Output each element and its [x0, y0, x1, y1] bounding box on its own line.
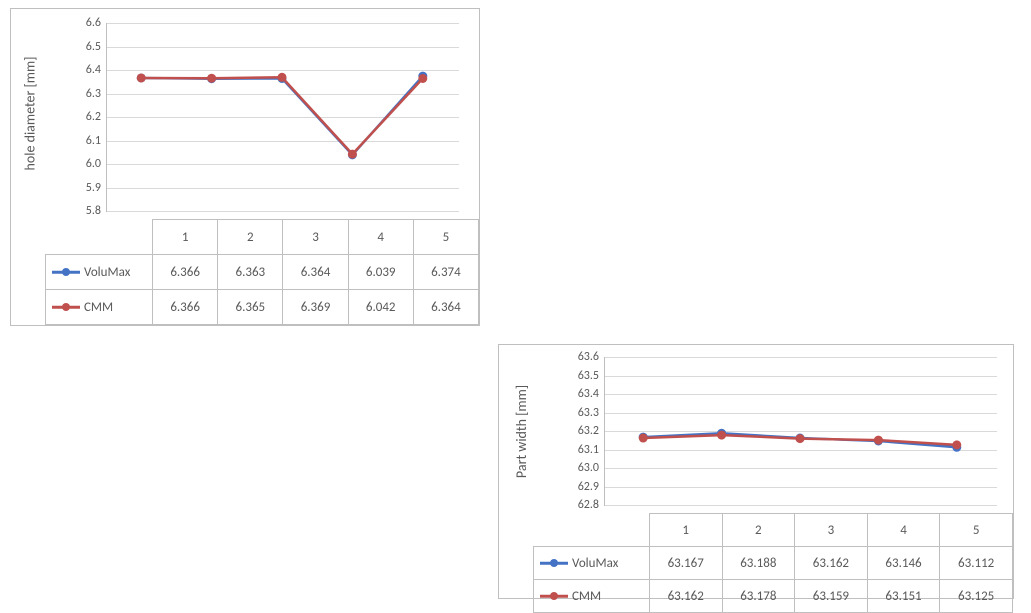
legend-cell: VoluMax [534, 547, 650, 580]
y-tick-label: 5.8 [86, 204, 101, 218]
table-category-header: 5 [413, 220, 478, 255]
series-marker [639, 434, 648, 443]
y-tick-label: 6.4 [86, 63, 101, 77]
grid-line [605, 505, 997, 506]
series-line [141, 76, 423, 155]
y-tick-label: 62.8 [578, 498, 599, 512]
table-category-header: 5 [940, 514, 1013, 547]
legend-label: VoluMax [84, 265, 130, 280]
table-value-cell: 63.178 [722, 580, 795, 613]
legend-swatch [540, 557, 568, 569]
y-tick-label: 63.5 [578, 369, 599, 383]
legend-swatch [52, 301, 80, 313]
table-value-cell: 6.366 [153, 255, 218, 290]
legend-swatch [52, 266, 80, 278]
y-tick-label: 6.0 [86, 157, 101, 171]
y-tick-label: 63.4 [578, 387, 599, 401]
legend-label: VoluMax [572, 556, 618, 571]
table-category-header: 1 [649, 514, 722, 547]
table-value-cell: 63.188 [722, 547, 795, 580]
legend-swatch [540, 590, 568, 602]
table-value-cell: 6.365 [218, 290, 283, 325]
table-value-cell: 6.364 [283, 255, 348, 290]
chart-part-width: Part width [mm] 62.8 62.9 63.0 63.1 63.2 63.3… [498, 344, 1014, 599]
legend-cell: CMM [534, 580, 650, 613]
legend-cell: VoluMax [46, 255, 153, 290]
series-marker [796, 434, 805, 443]
series-marker [418, 74, 427, 83]
y-tick-label: 63.1 [578, 443, 599, 457]
y-tick-label: 62.9 [578, 480, 599, 494]
legend-label: CMM [84, 300, 113, 315]
y-tick-label: 63.6 [578, 350, 599, 364]
y-axis-label: hole diameter [mm] [21, 57, 38, 171]
data-table: 12345VoluMax6.3666.3636.3646.0396.374CMM… [45, 219, 479, 325]
table-value-cell: 63.112 [940, 547, 1013, 580]
y-tick-label: 63.3 [578, 406, 599, 420]
table-empty-cell [46, 220, 153, 255]
y-axis-label: Part width [mm] [513, 385, 530, 478]
table-value-cell: 63.162 [795, 547, 868, 580]
series-marker [278, 73, 287, 82]
y-tick-label: 6.5 [86, 40, 101, 54]
table-category-header: 3 [283, 220, 348, 255]
table-value-cell: 63.146 [867, 547, 940, 580]
y-tick-label: 63.2 [578, 424, 599, 438]
chart-lines [604, 357, 996, 505]
table-value-cell: 6.374 [413, 255, 478, 290]
table-category-header: 2 [218, 220, 283, 255]
table-category-header: 2 [722, 514, 795, 547]
y-tick-label: 5.9 [86, 181, 101, 195]
y-tick-label: 6.1 [86, 134, 101, 148]
chart-hole-diameter: hole diameter [mm] 5.8 5.9 6.0 6.1 6.2 6.3 6.4… [10, 8, 480, 326]
table-value-cell: 63.159 [795, 580, 868, 613]
y-tick-label: 6.6 [86, 16, 101, 30]
y-tick-label: 6.3 [86, 87, 101, 101]
table-category-header: 4 [348, 220, 413, 255]
table-value-cell: 6.366 [153, 290, 218, 325]
table-value-cell: 6.369 [283, 290, 348, 325]
series-marker [874, 436, 883, 445]
table-value-cell: 6.039 [348, 255, 413, 290]
series-marker [717, 431, 726, 440]
table-value-cell: 6.363 [218, 255, 283, 290]
table-value-cell: 63.125 [940, 580, 1013, 613]
table-value-cell: 63.167 [649, 547, 722, 580]
data-table: 12345VoluMax63.16763.18863.16263.14663.1… [533, 513, 1013, 613]
y-tick-label: 6.2 [86, 110, 101, 124]
table-value-cell: 63.162 [649, 580, 722, 613]
chart-lines [106, 23, 458, 211]
grid-line [107, 211, 459, 212]
table-category-header: 1 [153, 220, 218, 255]
table-category-header: 4 [867, 514, 940, 547]
series-line [141, 77, 423, 154]
series-marker [137, 73, 146, 82]
y-tick-label: 63.0 [578, 461, 599, 475]
table-category-header: 3 [795, 514, 868, 547]
series-marker [207, 74, 216, 83]
series-marker [348, 150, 357, 159]
table-empty-cell [534, 514, 650, 547]
table-value-cell: 6.364 [413, 290, 478, 325]
table-value-cell: 63.151 [867, 580, 940, 613]
legend-cell: CMM [46, 290, 153, 325]
series-marker [952, 440, 961, 449]
legend-label: CMM [572, 589, 601, 604]
table-value-cell: 6.042 [348, 290, 413, 325]
